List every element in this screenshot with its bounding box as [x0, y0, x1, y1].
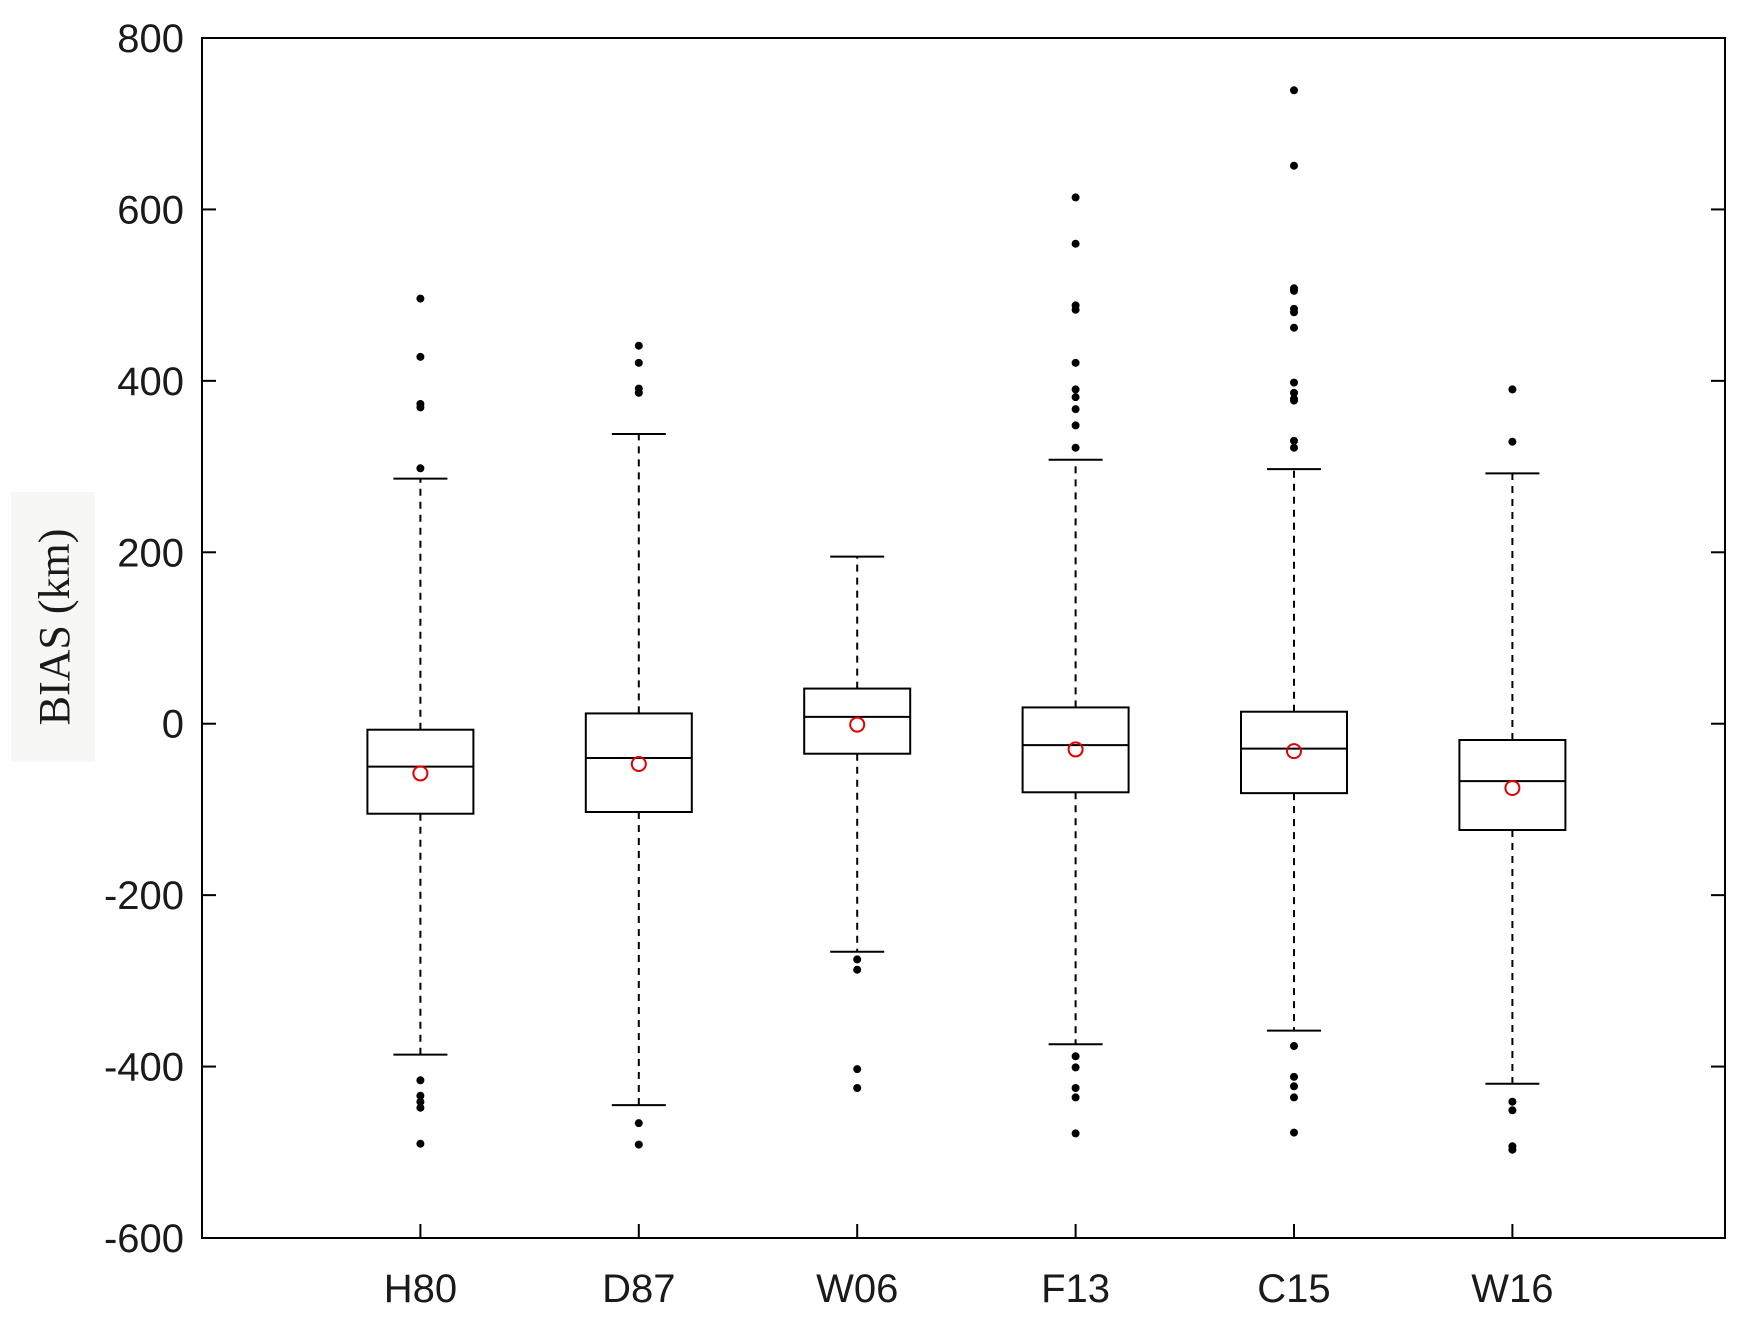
outlier-point	[1508, 1097, 1517, 1106]
outlier-point	[1290, 1042, 1298, 1050]
outlier-point	[1290, 1128, 1298, 1137]
x-axis-tick-labels: H80 D87 W06 F13 C15 W16	[384, 1267, 1554, 1311]
box-W06	[803, 555, 912, 1092]
iqr-box	[803, 687, 912, 755]
outlier-point	[1071, 443, 1080, 452]
iqr-box	[1458, 739, 1567, 831]
outlier-point	[416, 1097, 425, 1106]
outlier-point	[416, 1139, 425, 1148]
mean-marker	[1067, 741, 1084, 758]
box-D87	[584, 341, 693, 1149]
outlier-point	[1071, 1063, 1080, 1072]
outlier-point	[1290, 1082, 1298, 1091]
plot-area	[201, 37, 1726, 1239]
x-axis-ticks	[419, 1224, 1514, 1238]
outlier-point	[1290, 323, 1298, 332]
y-tick-label: 400	[117, 360, 184, 404]
mean-marker	[412, 765, 429, 782]
y-tick-label: -200	[104, 874, 184, 918]
outlier-point	[1071, 405, 1080, 414]
y-tick-label: -400	[104, 1046, 184, 1090]
outlier-point	[416, 352, 425, 361]
outlier-point	[1071, 239, 1080, 248]
y-axis-tick-labels: -600 -400 -200 0 200 400 600 800	[104, 17, 184, 1261]
mean-marker	[1286, 743, 1302, 760]
y-tick-label: 200	[117, 531, 184, 575]
mean-marker	[849, 716, 866, 733]
box-F13	[1021, 193, 1130, 1138]
outlier-point	[634, 341, 643, 350]
y-axis-label-background	[11, 492, 95, 762]
outlier-point	[853, 1084, 862, 1092]
outlier-point	[1071, 421, 1080, 430]
outlier-point	[1071, 1084, 1080, 1092]
outlier-point	[1508, 1106, 1517, 1115]
plot-frame	[201, 37, 1726, 1239]
outlier-point	[416, 1103, 425, 1112]
outlier-point	[634, 358, 643, 367]
x-tick-label: W06	[816, 1267, 898, 1311]
outlier-point	[1071, 305, 1080, 314]
outlier-point	[1290, 86, 1298, 95]
mean-marker	[1504, 780, 1521, 796]
outlier-point	[1290, 388, 1298, 397]
outlier-point	[853, 1065, 862, 1074]
x-tick-label: W16	[1471, 1267, 1553, 1311]
y-axis-label-group: BIAS (km)	[11, 492, 95, 762]
outlier-point	[1290, 308, 1298, 317]
outlier-point	[416, 294, 425, 303]
outlier-point	[416, 1091, 425, 1100]
outlier-point	[1071, 358, 1080, 367]
iqr-box	[366, 728, 475, 815]
iqr-box	[1021, 706, 1130, 794]
outlier-point	[1071, 393, 1080, 402]
box-W16	[1458, 385, 1567, 1154]
outlier-point	[416, 464, 425, 473]
outlier-point	[634, 1119, 643, 1128]
y-tick-label: 0	[162, 703, 184, 747]
outlier-point	[853, 965, 862, 974]
outlier-point	[634, 388, 643, 397]
outlier-point	[1071, 193, 1080, 202]
boxes-layer	[366, 86, 1567, 1154]
box-C15	[1240, 86, 1348, 1137]
y-tick-label: 600	[117, 188, 184, 232]
y-tick-label: 800	[117, 17, 184, 61]
outlier-point	[1071, 385, 1080, 394]
outlier-point	[1290, 1093, 1298, 1102]
y-axis-ticks	[202, 37, 1725, 1239]
x-tick-label: C15	[1257, 1267, 1330, 1311]
box-H80	[366, 294, 475, 1148]
outlier-point	[1290, 286, 1298, 295]
outlier-point	[853, 955, 862, 964]
outlier-point	[1290, 1072, 1298, 1081]
outlier-point	[1071, 1093, 1080, 1102]
outlier-point	[1071, 1052, 1080, 1061]
iqr-box	[584, 712, 693, 814]
outlier-point	[1508, 385, 1517, 394]
iqr-box	[1240, 710, 1348, 795]
mean-marker	[630, 756, 647, 772]
y-tick-label: -600	[104, 1217, 184, 1261]
outlier-point	[1071, 1129, 1080, 1138]
outlier-point	[1508, 437, 1517, 446]
outlier-point	[1290, 161, 1298, 170]
outlier-point	[416, 403, 425, 412]
outlier-point	[1290, 436, 1298, 445]
outlier-point	[416, 1076, 425, 1085]
outlier-point	[1508, 1145, 1517, 1154]
x-tick-label: H80	[384, 1267, 457, 1311]
y-axis-label: BIAS (km)	[30, 529, 79, 726]
outlier-point	[634, 1140, 643, 1149]
x-tick-label: D87	[602, 1267, 675, 1311]
outlier-point	[1290, 443, 1298, 452]
outlier-point	[1290, 378, 1298, 387]
x-tick-label: F13	[1041, 1267, 1110, 1311]
outlier-point	[1290, 396, 1298, 405]
